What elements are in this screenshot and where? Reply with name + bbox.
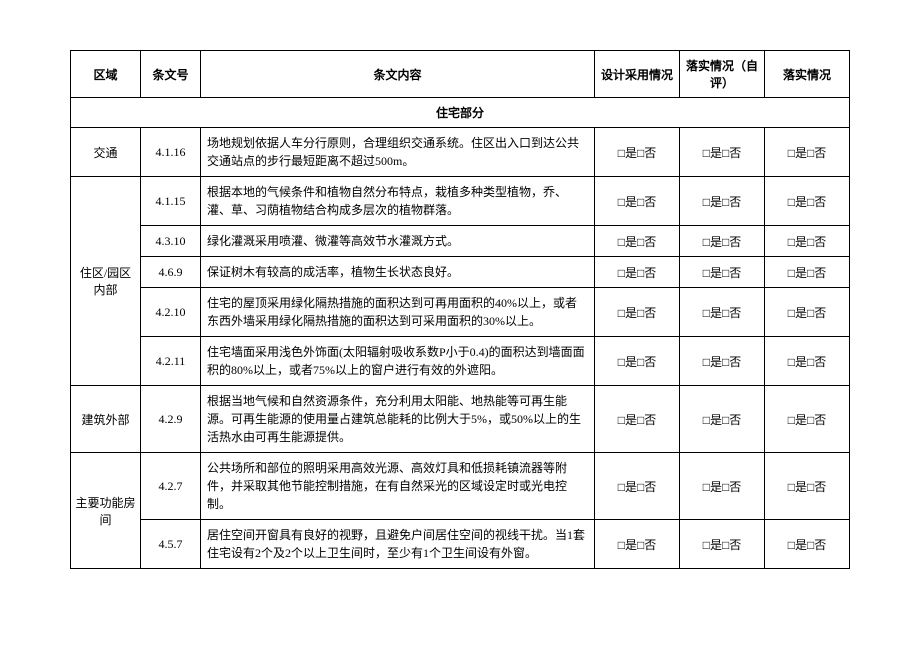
yn-cell-design[interactable]: □是□否 (595, 386, 680, 453)
section-title: 住宅部分 (71, 98, 850, 128)
yn-cell-status[interactable]: □是□否 (765, 386, 850, 453)
content-cell: 场地规划依据人车分行原则，合理组织交通系统。住区出入口到达公共交通站点的步行最短… (201, 128, 595, 177)
yn-cell-self[interactable]: □是□否 (680, 177, 765, 226)
yn-cell-status[interactable]: □是□否 (765, 257, 850, 288)
table-row: 主要功能房间4.2.7公共场所和部位的照明采用高效光源、高效灯具和低损耗镇流器等… (71, 453, 850, 520)
content-cell: 住宅墙面采用浅色外饰面(太阳辐射吸收系数P小于0.4)的面积达到墙面面积的80%… (201, 337, 595, 386)
header-design: 设计采用情况 (595, 51, 680, 98)
table-row: 4.3.10绿化灌溉采用喷灌、微灌等高效节水灌溉方式。□是□否□是□否□是□否 (71, 226, 850, 257)
yn-cell-self[interactable]: □是□否 (680, 337, 765, 386)
content-cell: 住宅的屋顶采用绿化隔热措施的面积达到可再用面积的40%以上，或者东西外墙采用绿化… (201, 288, 595, 337)
yn-cell-self[interactable]: □是□否 (680, 257, 765, 288)
area-cell: 建筑外部 (71, 386, 141, 453)
yn-cell-status[interactable]: □是□否 (765, 288, 850, 337)
header-area: 区域 (71, 51, 141, 98)
table-row: 4.2.10住宅的屋顶采用绿化隔热措施的面积达到可再用面积的40%以上，或者东西… (71, 288, 850, 337)
content-cell: 根据本地的气候条件和植物自然分布特点，栽植多种类型植物，乔、灌、草、习荫植物结合… (201, 177, 595, 226)
yn-cell-self[interactable]: □是□否 (680, 386, 765, 453)
section-header-row: 住宅部分 (71, 98, 850, 128)
table-header-row: 区域 条文号 条文内容 设计采用情况 落实情况（自评） 落实情况 (71, 51, 850, 98)
content-cell: 保证树木有较高的成活率，植物生长状态良好。 (201, 257, 595, 288)
table-row: 建筑外部4.2.9根据当地气候和自然资源条件，充分利用太阳能、地热能等可再生能源… (71, 386, 850, 453)
clause-cell: 4.2.11 (141, 337, 201, 386)
content-cell: 居住空间开窗具有良好的视野，且避免户间居住空间的视线干扰。当1套住宅设有2个及2… (201, 520, 595, 569)
clause-cell: 4.2.10 (141, 288, 201, 337)
table-row: 交通4.1.16场地规划依据人车分行原则，合理组织交通系统。住区出入口到达公共交… (71, 128, 850, 177)
table-row: 4.5.7居住空间开窗具有良好的视野，且避免户间居住空间的视线干扰。当1套住宅设… (71, 520, 850, 569)
clause-cell: 4.2.9 (141, 386, 201, 453)
yn-cell-design[interactable]: □是□否 (595, 337, 680, 386)
clause-cell: 4.6.9 (141, 257, 201, 288)
header-content: 条文内容 (201, 51, 595, 98)
content-cell: 根据当地气候和自然资源条件，充分利用太阳能、地热能等可再生能源。可再生能源的使用… (201, 386, 595, 453)
yn-cell-self[interactable]: □是□否 (680, 453, 765, 520)
yn-cell-design[interactable]: □是□否 (595, 453, 680, 520)
yn-cell-status[interactable]: □是□否 (765, 520, 850, 569)
yn-cell-status[interactable]: □是□否 (765, 337, 850, 386)
area-cell: 主要功能房间 (71, 453, 141, 569)
yn-cell-status[interactable]: □是□否 (765, 128, 850, 177)
clause-table: 区域 条文号 条文内容 设计采用情况 落实情况（自评） 落实情况 住宅部分 交通… (70, 50, 850, 569)
content-cell: 公共场所和部位的照明采用高效光源、高效灯具和低损耗镇流器等附件，并采取其他节能控… (201, 453, 595, 520)
yn-cell-self[interactable]: □是□否 (680, 288, 765, 337)
yn-cell-design[interactable]: □是□否 (595, 288, 680, 337)
yn-cell-design[interactable]: □是□否 (595, 128, 680, 177)
yn-cell-status[interactable]: □是□否 (765, 226, 850, 257)
yn-cell-self[interactable]: □是□否 (680, 226, 765, 257)
header-clause: 条文号 (141, 51, 201, 98)
clause-cell: 4.3.10 (141, 226, 201, 257)
table-row: 4.6.9保证树木有较高的成活率，植物生长状态良好。□是□否□是□否□是□否 (71, 257, 850, 288)
table-row: 住区/园区内部4.1.15根据本地的气候条件和植物自然分布特点，栽植多种类型植物… (71, 177, 850, 226)
clause-cell: 4.1.15 (141, 177, 201, 226)
yn-cell-self[interactable]: □是□否 (680, 128, 765, 177)
yn-cell-design[interactable]: □是□否 (595, 257, 680, 288)
yn-cell-self[interactable]: □是□否 (680, 520, 765, 569)
clause-cell: 4.2.7 (141, 453, 201, 520)
yn-cell-design[interactable]: □是□否 (595, 226, 680, 257)
yn-cell-status[interactable]: □是□否 (765, 453, 850, 520)
table-row: 4.2.11住宅墙面采用浅色外饰面(太阳辐射吸收系数P小于0.4)的面积达到墙面… (71, 337, 850, 386)
header-self: 落实情况（自评） (680, 51, 765, 98)
clause-cell: 4.1.16 (141, 128, 201, 177)
yn-cell-status[interactable]: □是□否 (765, 177, 850, 226)
header-status: 落实情况 (765, 51, 850, 98)
area-cell: 住区/园区内部 (71, 177, 141, 386)
yn-cell-design[interactable]: □是□否 (595, 177, 680, 226)
table-body: 住宅部分 交通4.1.16场地规划依据人车分行原则，合理组织交通系统。住区出入口… (71, 98, 850, 569)
yn-cell-design[interactable]: □是□否 (595, 520, 680, 569)
content-cell: 绿化灌溉采用喷灌、微灌等高效节水灌溉方式。 (201, 226, 595, 257)
area-cell: 交通 (71, 128, 141, 177)
clause-cell: 4.5.7 (141, 520, 201, 569)
